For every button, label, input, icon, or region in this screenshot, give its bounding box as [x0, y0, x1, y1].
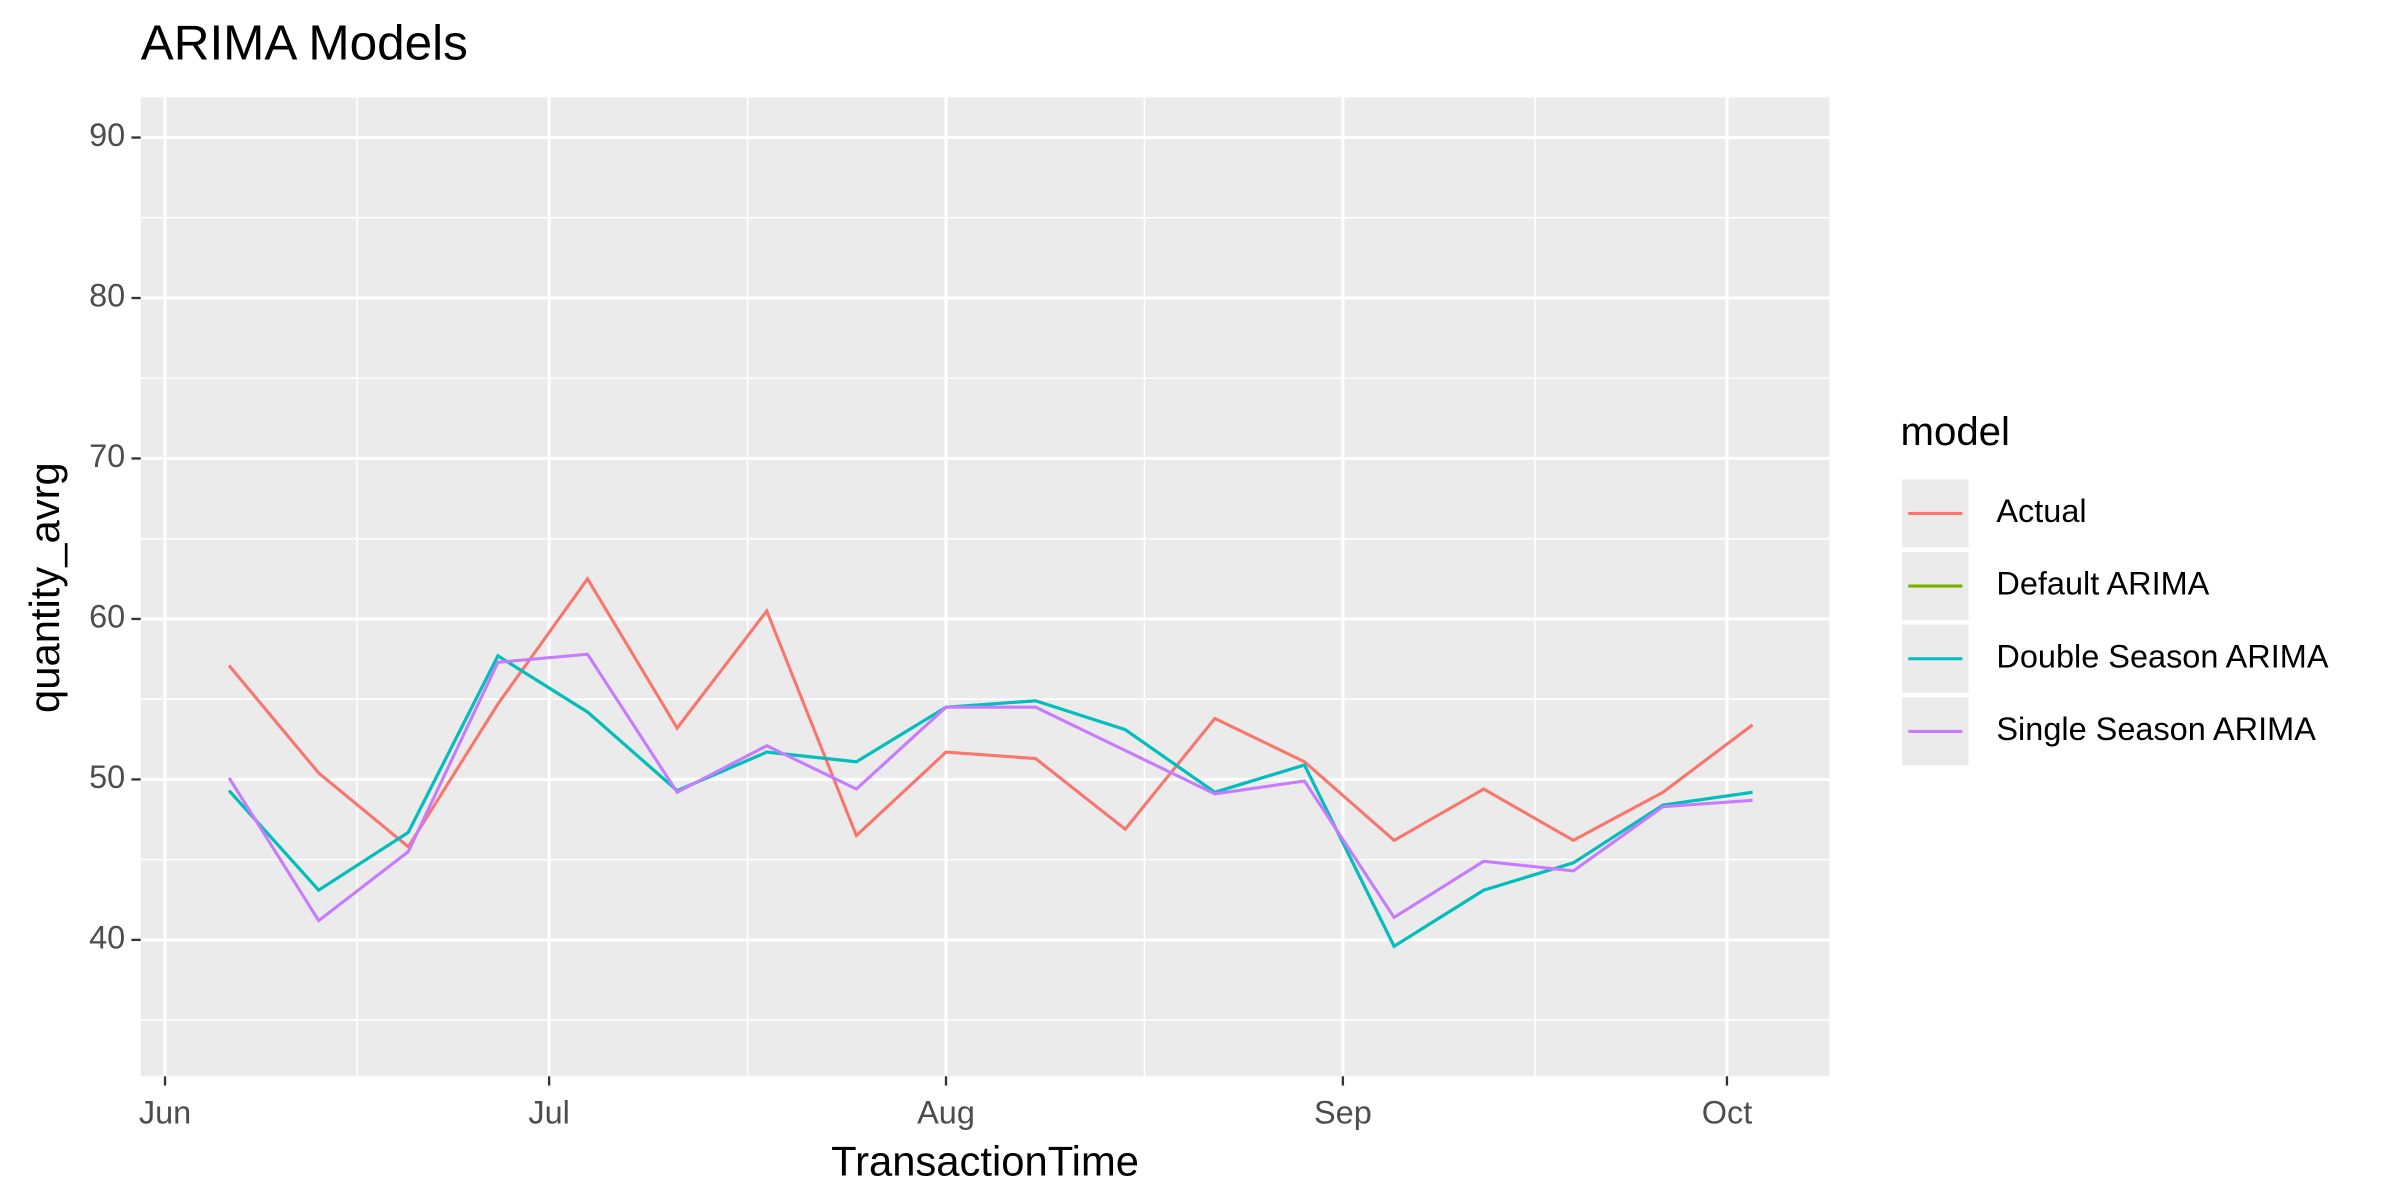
plot-background	[140, 97, 1830, 1077]
chart-title: ARIMA Models	[141, 15, 468, 70]
series-line	[227, 652, 1753, 923]
x-tick-label: Jun	[139, 1095, 191, 1131]
x-tick-label: Aug	[917, 1095, 975, 1131]
x-tick-label: Oct	[1702, 1095, 1753, 1131]
y-tick-label: 80	[89, 278, 125, 314]
legend-title: model	[1901, 409, 2010, 454]
y-tick-label: 60	[89, 599, 125, 635]
legend-label: Single Season ARIMA	[1996, 711, 2316, 747]
y-tick-label: 40	[89, 919, 125, 955]
y-tick-label: 50	[89, 759, 125, 795]
x-tick-label: Sep	[1314, 1095, 1372, 1131]
y-tick-label: 90	[89, 117, 125, 153]
series-line	[227, 576, 1754, 850]
y-axis-title: quantity_avrg	[21, 462, 68, 713]
series-line	[227, 653, 1753, 949]
legend-label: Double Season ARIMA	[1996, 638, 2328, 674]
x-tick-label: Jul	[528, 1095, 570, 1131]
legend-label: Actual	[1996, 493, 2086, 529]
legend-label: Default ARIMA	[1996, 566, 2209, 602]
x-axis-title: TransactionTime	[831, 1137, 1139, 1184]
y-tick-label: 70	[89, 438, 125, 474]
